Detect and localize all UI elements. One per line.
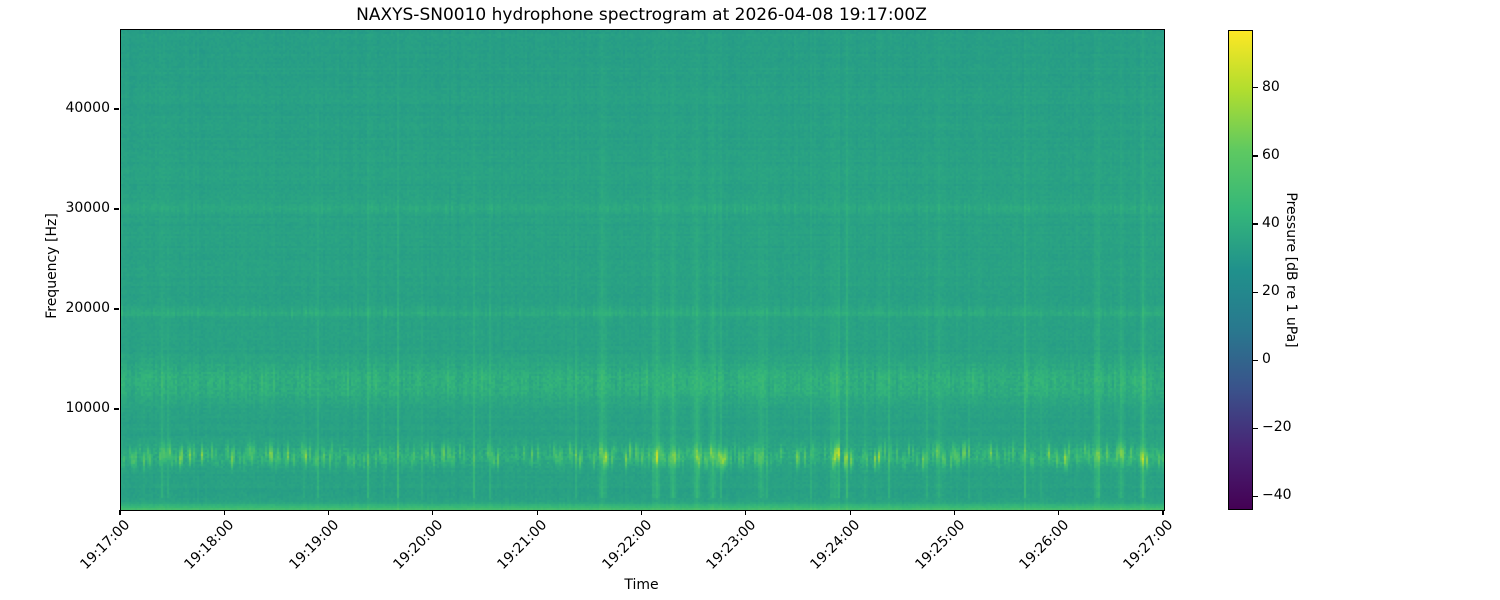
colorbar-tick-label: 20	[1262, 283, 1280, 300]
colorbar-label: Pressure [dB re 1 uPa]	[1283, 192, 1299, 348]
colorbar-tick-label: 0	[1262, 351, 1271, 368]
colorbar-tick-mark	[1253, 359, 1258, 361]
x-axis-label: Time	[624, 577, 659, 593]
y-tick-mark	[114, 108, 119, 110]
spectrogram-canvas	[121, 30, 1164, 510]
x-tick-mark	[223, 510, 225, 515]
y-tick-mark	[114, 308, 119, 310]
colorbar-gradient	[1228, 30, 1253, 510]
colorbar-tick-label: 60	[1262, 146, 1280, 163]
x-tick-mark	[1162, 510, 1164, 515]
colorbar-tick-mark	[1253, 155, 1258, 157]
colorbar-tick-mark	[1253, 223, 1258, 225]
x-tick-mark	[328, 510, 330, 515]
y-tick-label: 20000	[65, 300, 110, 316]
colorbar-tick-mark	[1253, 495, 1258, 497]
colorbar-tick-label: 80	[1262, 78, 1280, 95]
colorbar-tick-mark	[1253, 291, 1258, 293]
colorbar-tick-label: 40	[1262, 215, 1280, 232]
x-tick-mark	[745, 510, 747, 515]
y-tick-mark	[114, 408, 119, 410]
x-tick-mark	[432, 510, 434, 515]
colorbar-tick-label: −40	[1262, 487, 1292, 504]
x-tick-mark	[640, 510, 643, 515]
y-tick-mark	[114, 208, 119, 210]
y-tick-label: 30000	[65, 200, 110, 216]
plot-area	[120, 29, 1165, 511]
colorbar-tick-mark	[1253, 427, 1258, 429]
y-tick-label: 10000	[65, 400, 110, 416]
y-tick-label: 40000	[65, 100, 110, 116]
colorbar-tick-mark	[1253, 87, 1258, 89]
plot-title: NAXYS-SN0010 hydrophone spectrogram at 2…	[356, 5, 927, 25]
x-tick-mark	[1058, 510, 1060, 515]
x-tick-mark	[119, 510, 121, 515]
x-tick-mark	[953, 510, 955, 515]
x-tick-mark	[849, 510, 851, 515]
x-tick-mark	[536, 510, 538, 515]
colorbar-tick-label: −20	[1262, 419, 1292, 436]
